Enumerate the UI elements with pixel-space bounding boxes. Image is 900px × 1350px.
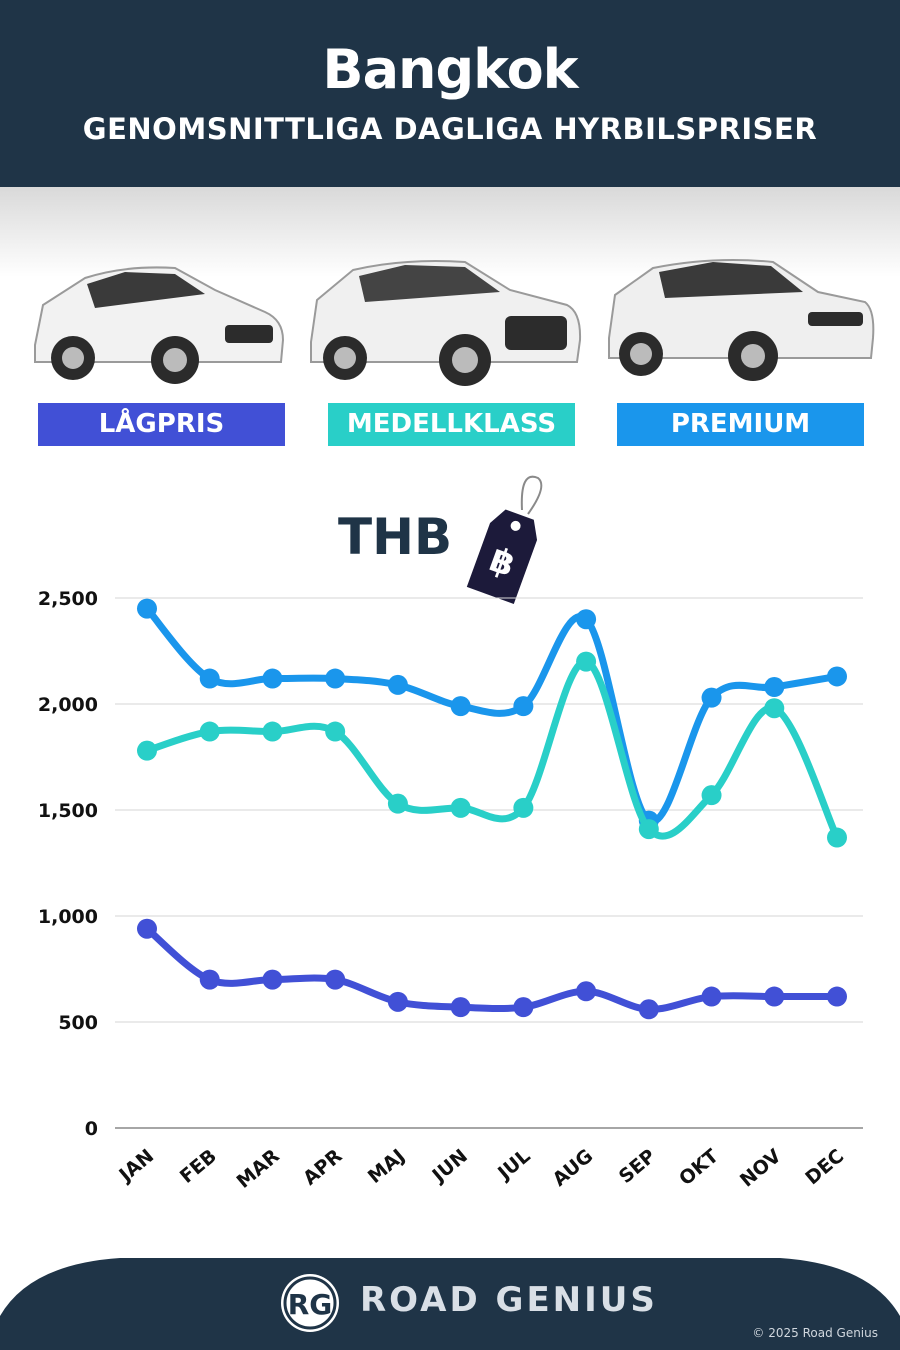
data-point <box>764 698 785 719</box>
x-tick-label: MAJ <box>364 1145 409 1188</box>
premium-suv-image <box>608 259 875 381</box>
data-point <box>827 666 847 687</box>
hatchback-car-image <box>34 266 285 384</box>
series-line <box>145 658 841 840</box>
x-tick-label: OKT <box>675 1145 723 1190</box>
x-tick-label: APR <box>299 1145 347 1190</box>
x-tick-label: JUN <box>427 1145 472 1188</box>
data-point <box>576 651 597 672</box>
data-point <box>513 797 534 818</box>
data-point <box>262 969 283 990</box>
series-line <box>144 606 838 826</box>
badge-budget: LÅGPRIS <box>38 403 285 446</box>
data-point <box>262 721 283 742</box>
x-tick-label: SEP <box>615 1145 660 1188</box>
data-point <box>325 969 346 990</box>
x-tick-label: DEC <box>801 1145 848 1189</box>
data-point <box>701 687 722 708</box>
data-point <box>137 918 157 939</box>
price-line-chart: 0 500 1,000 1,500 2,000 2,500 JAN FEB MAR APR MAJ J… <box>38 588 863 1193</box>
price-tag-icon: ฿ <box>466 475 543 604</box>
y-tick-label: 500 <box>58 1012 98 1034</box>
data-point <box>576 609 597 630</box>
data-point <box>137 740 157 761</box>
data-point <box>137 598 157 619</box>
x-tick-label: JUL <box>492 1145 534 1185</box>
y-tick-label: 2,000 <box>38 694 98 716</box>
data-point <box>387 793 408 814</box>
data-point <box>199 969 220 990</box>
y-tick-label: 1,000 <box>38 906 98 928</box>
suv-car-image <box>310 260 582 386</box>
data-point <box>199 721 220 742</box>
data-point <box>450 797 471 818</box>
brand-name: ROAD GENIUS <box>360 1280 658 1320</box>
y-tick-label: 0 <box>85 1118 98 1140</box>
data-point <box>513 997 534 1018</box>
data-point <box>701 785 722 806</box>
badge-premium: PREMIUM <box>617 403 864 446</box>
x-tick-label: AUG <box>549 1145 598 1191</box>
data-point <box>325 668 346 689</box>
data-point <box>387 991 408 1012</box>
series-line <box>144 926 837 1013</box>
x-tick-label: MAR <box>233 1145 284 1193</box>
logo-text: RG <box>288 1288 333 1321</box>
footer-banner <box>0 1258 900 1350</box>
badge-midsize: MEDELLKLASS <box>328 403 575 446</box>
copyright-text: © 2025 Road Genius <box>752 1326 878 1340</box>
page-subtitle: GENOMSNITTLIGA DAGLIGA HYRBILSPRISER <box>82 112 818 146</box>
road-genius-logo-icon: RG <box>281 1274 339 1332</box>
data-point <box>638 819 659 840</box>
data-point <box>638 999 659 1020</box>
data-point <box>576 981 597 1002</box>
data-point <box>199 668 220 689</box>
data-point <box>262 668 283 689</box>
y-tick-label: 2,500 <box>38 588 98 610</box>
y-tick-label: 1,500 <box>38 800 98 822</box>
x-tick-label: JAN <box>114 1145 159 1187</box>
data-point <box>387 674 408 695</box>
header-banner <box>0 0 900 187</box>
data-point <box>827 986 847 1007</box>
data-point <box>450 696 471 717</box>
x-tick-label: FEB <box>176 1145 221 1188</box>
data-point <box>701 986 722 1007</box>
data-point <box>513 696 534 717</box>
currency-label: THB <box>338 508 453 566</box>
page-title: Bangkok <box>322 38 578 101</box>
data-point <box>827 827 847 848</box>
data-point <box>450 997 471 1018</box>
data-point <box>764 677 785 698</box>
data-point <box>325 721 346 742</box>
data-point <box>764 986 785 1007</box>
x-tick-label: NOV <box>736 1145 786 1192</box>
